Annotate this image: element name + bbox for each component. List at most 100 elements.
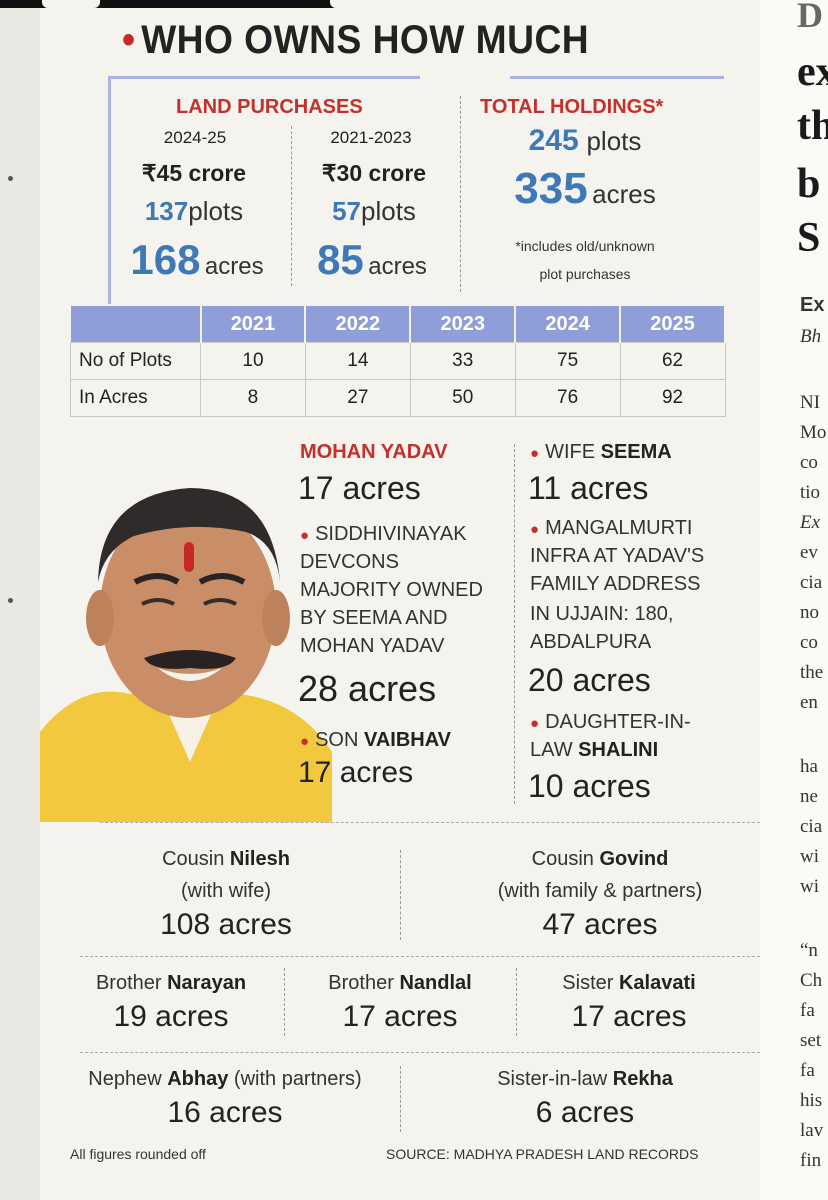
article-fragment: tio [800,482,821,503]
nephew-abhay-acres: 16 acres [167,1096,283,1129]
portrait-photo [40,432,332,822]
footnote-rounded: All figures rounded off [70,1146,206,1162]
cousin-govind-note: (with family & partners) [497,880,703,902]
plots-2021-2023: 57plots [332,196,416,226]
mangalmurti-line5: ABDALPURA [530,631,652,653]
amount-2024-25: ₹45 crore [141,160,247,186]
article-fragment: Ch [800,970,823,991]
table-cell: 92 [619,379,726,417]
cousin-govind-acres: 47 acres [542,908,658,941]
mohan-yadav-name: MOHAN YADAV [300,441,448,463]
article-fragment: ne [800,786,818,807]
cousin-nilesh-acres: 108 acres [160,908,292,941]
period-2021-2023: 2021-2023 [330,128,412,147]
article-fragment: fa [800,1000,815,1021]
adjacent-page-strip [0,0,40,1200]
article-fragment: co [800,452,818,473]
table-row: No of Plots 10 14 33 75 62 [70,342,726,380]
mangalmurti-line2: INFRA AT YADAV'S [530,545,705,567]
plots-2024-25: 137plots [144,196,244,226]
article-fragment: en [800,692,818,713]
amount-2021-2023: ₹30 crore [321,160,427,186]
infographic: • WHO OWNS HOW MUCH LAND PURCHASES 2024-2… [40,0,760,1200]
nephew-abhay-name: Nephew Abhay (with partners) [88,1068,362,1090]
article-fragment: fin [800,1150,822,1171]
article-fragment: no [800,602,819,623]
article-fragment: “n [800,940,818,961]
article-fragment: lav [800,1120,824,1141]
cousin-govind-name: Cousin Govind [531,848,669,870]
sister-in-law-rekha-acres: 6 acres [535,1096,635,1129]
brother-nandlal-acres: 17 acres [342,1000,458,1033]
son-vaibhav-acres: 17 acres [298,756,414,789]
period-2024-25: 2024-25 [163,128,227,147]
article-fragment: fa [800,1060,815,1081]
cousin-nilesh-name: Cousin Nilesh [162,848,290,870]
brother-narayan-name: Brother Narayan [95,972,247,994]
sister-kalavati-acres: 17 acres [571,1000,687,1033]
row-label: In Acres [70,379,201,417]
siddhivinayak-line3: MAJORITY OWNED [300,579,483,601]
brother-narayan-acres: 19 acres [113,1000,229,1033]
siddhivinayak-acres: 28 acres [298,668,437,709]
article-fragment: co [800,632,818,653]
year-header: 2023 [410,306,517,343]
article-fragment: his [800,1090,823,1111]
holdings-footnote-line1: *includes old/unknown [515,238,655,254]
portrait-illustration [40,488,332,822]
total-plots: 245 plots [528,124,642,157]
article-fragment: b [797,161,821,207]
article-fragment: D [797,0,823,35]
article-fragment: ha [800,756,818,777]
siddhivinayak-line2: DEVCONS [300,551,399,573]
mohan-yadav-acres: 17 acres [298,470,421,506]
article-fragment: cia [800,572,823,593]
table-header-row: 2021 2022 2023 2024 2025 [70,306,726,343]
siddhivinayak-line1: ● SIDDHIVINAYAK [300,523,467,545]
article-fragment: set [800,1030,822,1051]
article-fragment: NI [800,392,821,413]
article-fragment: wi [800,876,819,897]
table-cell: 50 [409,379,516,417]
year-header: 2021 [200,306,307,343]
year-header: 2024 [515,306,622,343]
row-label: No of Plots [70,342,201,380]
mangalmurti-line4: IN UJJAIN: 180, [530,603,674,625]
article-fragment: th [797,103,828,149]
year-header: 2025 [620,306,726,343]
article-fragment: cia [800,816,823,837]
daughter-in-law-line2: LAW SHALINI [530,739,659,761]
holdings-footnote-line2: plot purchases [539,266,631,282]
table-cell: 62 [619,342,726,380]
total-acres: 335 acres [514,164,656,213]
adjacent-article: D ex th b S Ex Bh NI Mo co tio Ex ev cia… [760,0,828,1200]
land-purchases-title: LAND PURCHASES [176,96,363,118]
table-cell: 33 [409,342,516,380]
daughter-in-law-acres: 10 acres [528,768,651,804]
sister-in-law-rekha-name: Sister-in-law Rekha [497,1068,673,1090]
mangalmurti-acres: 20 acres [528,662,651,698]
table-cell: 8 [200,379,306,417]
article-fragment: S [797,215,821,261]
article-fragment: wi [800,846,819,867]
wife-seema-acres: 11 acres [528,470,649,506]
table-cell: 76 [514,379,621,417]
table-cell: 10 [200,342,306,380]
table-cell: 14 [304,342,411,380]
article-fragment: Ex [800,294,825,316]
source-credit: SOURCE: MADHYA PRADESH LAND RECORDS [386,1146,699,1162]
year-header: 2022 [305,306,412,343]
daughter-in-law-line1: ● DAUGHTER-IN- [530,711,691,733]
yearly-table: 2021 2022 2023 2024 2025 No of Plots 10 … [70,306,726,417]
cousin-nilesh-note: (with wife) [180,880,271,902]
mangalmurti-line3: FAMILY ADDRESS [530,573,701,595]
article-fragment: Bh [800,326,822,347]
bullet-mark [8,598,13,603]
article-fragment: Mo [800,422,827,443]
brother-nandlal-name: Brother Nandlal [328,972,472,994]
article-fragment: ev [800,542,818,563]
top-edge [0,0,828,8]
siddhivinayak-line4: BY SEEMA AND [300,607,448,629]
table-row: In Acres 8 27 50 76 92 [70,379,726,417]
table-cell: 75 [514,342,621,380]
